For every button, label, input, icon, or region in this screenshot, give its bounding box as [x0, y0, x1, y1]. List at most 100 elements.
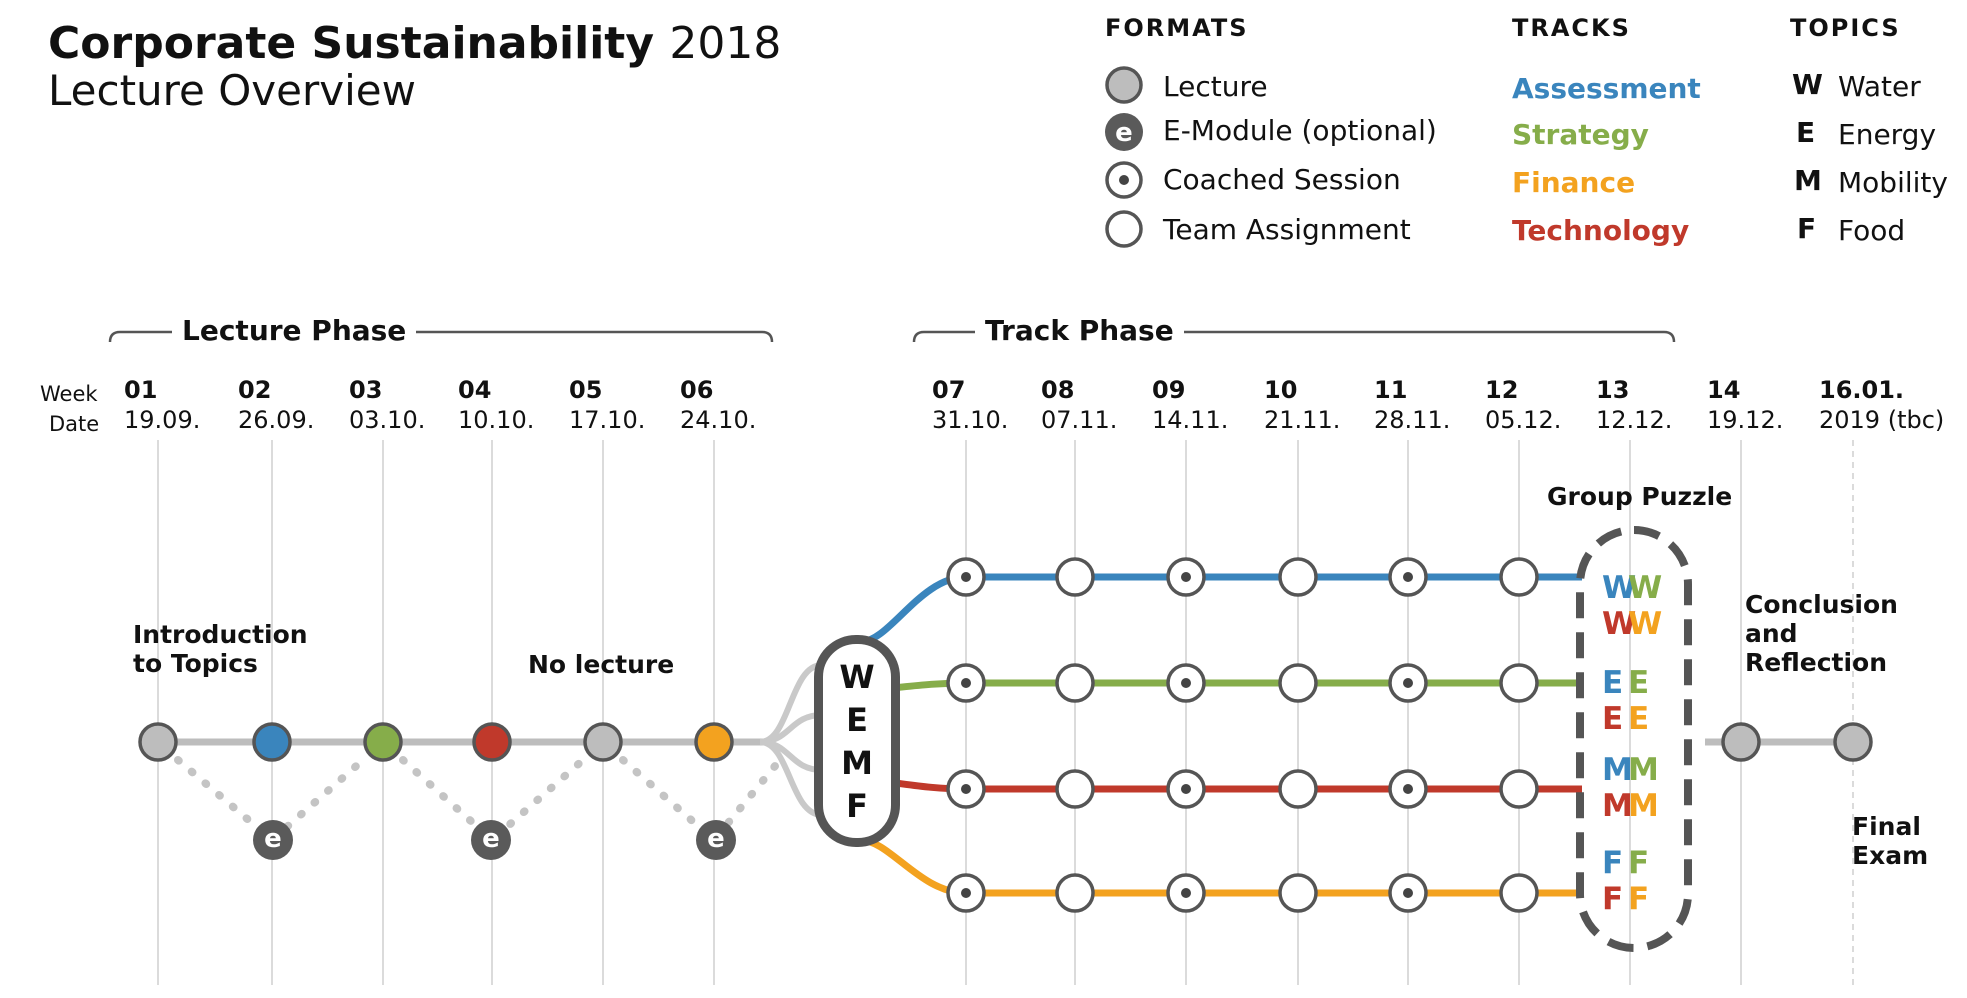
page-title: Corporate Sustainability 2018 — [48, 18, 781, 69]
topics-heading: TOPICS — [1790, 14, 1901, 42]
team-assignment-node — [1278, 663, 1318, 703]
title-main: Corporate Sustainability — [48, 18, 655, 69]
lecture-node — [694, 722, 734, 762]
group-puzzle-letter: M — [1628, 788, 1659, 824]
team-assignment-node — [1278, 873, 1318, 913]
e-module-icon-glyph: e — [1115, 118, 1133, 148]
week-number: 02 — [238, 376, 272, 404]
team-assignment-node — [1499, 557, 1539, 597]
track-technology-label: Technology — [1512, 214, 1690, 247]
coached-session-dot — [1181, 888, 1191, 898]
week-number: 10 — [1264, 376, 1298, 404]
topic-energy-label: Energy — [1838, 118, 1937, 151]
coached-session-dot — [961, 784, 971, 794]
topic-food-letter: F — [1797, 212, 1817, 245]
lecture-node — [252, 722, 292, 762]
lecture-phase-bracket — [108, 330, 774, 343]
coached-session-dot — [961, 678, 971, 688]
week-date: 07.11. — [1041, 406, 1118, 434]
week-number: 08 — [1041, 376, 1075, 404]
week-date: 26.09. — [238, 406, 315, 434]
wemf-letter-f: F — [846, 787, 868, 825]
dotted-connector — [619, 756, 784, 846]
week-date: 14.11. — [1152, 406, 1229, 434]
session-nodes — [138, 557, 1873, 913]
team-assignment-node — [1055, 663, 1095, 703]
lecture-phase-label: Lecture Phase — [172, 314, 417, 347]
page-subtitle: Lecture Overview — [48, 66, 416, 115]
coached-session-dot — [1403, 572, 1413, 582]
e-module-icon — [1105, 113, 1143, 151]
week-date: 31.10. — [932, 406, 1009, 434]
track-lines — [859, 573, 1582, 897]
format-coached-label: Coached Session — [1163, 163, 1401, 196]
group-puzzle-letter: W — [1628, 570, 1663, 606]
track-fan-connectors — [759, 662, 823, 818]
topic-water-label: Water — [1838, 70, 1921, 103]
fan-connector — [759, 739, 823, 818]
week-number: 03 — [349, 376, 383, 404]
topic-food-label: Food — [1838, 214, 1906, 247]
group-puzzle-letter: W — [1602, 570, 1637, 606]
lecture-node — [138, 722, 178, 762]
week-number: 12 — [1485, 376, 1519, 404]
conclusion-annotation: Conclusion and Reflection — [1745, 590, 1898, 677]
coached-session-dot — [1181, 678, 1191, 688]
team-assignment-node — [1055, 769, 1095, 809]
group-puzzle-outline — [1576, 526, 1692, 952]
lecture-node — [472, 722, 512, 762]
lecture-node — [1833, 722, 1873, 762]
coached-session-icon-dot — [1119, 175, 1129, 185]
wemf-topics-pill: W E M F — [814, 635, 900, 847]
track-assessment-label: Assessment — [1512, 72, 1701, 105]
e-module-icon: e — [253, 820, 293, 860]
coached-session-dot — [1181, 784, 1191, 794]
coached-session-dot — [1403, 888, 1413, 898]
group-puzzle-letter: F — [1602, 845, 1624, 881]
group-puzzle-letter: F — [1628, 881, 1650, 917]
dotted-connector — [399, 756, 587, 846]
week-number: 14 — [1707, 376, 1741, 404]
final-line2: Exam — [1852, 841, 1929, 870]
final-exam-annotation: Final Exam — [1852, 812, 1928, 870]
week-number: 04 — [458, 376, 492, 404]
group-puzzle-letter: M — [1602, 788, 1633, 824]
group-puzzle-letter: E — [1628, 701, 1650, 737]
team-assignment-node — [1499, 873, 1539, 913]
group-puzzle-letter: E — [1602, 665, 1624, 701]
group-puzzle-title: Group Puzzle — [1547, 482, 1733, 511]
team-assignment-node — [1278, 557, 1318, 597]
week-date: 24.10. — [680, 406, 757, 434]
conclusion-line1: Conclusion — [1745, 590, 1898, 619]
conclusion-line3: Reflection — [1745, 648, 1888, 677]
intro-line1: Introduction — [133, 620, 308, 649]
week-number: 16.01. — [1819, 376, 1905, 404]
lecture-node — [583, 722, 623, 762]
group-puzzle-letter: F — [1602, 881, 1624, 917]
group-puzzle-letter: F — [1628, 845, 1650, 881]
wemf-letter-w: W — [839, 658, 875, 696]
week-date: 2019 (tbc) — [1819, 406, 1945, 434]
week-date: 12.12. — [1596, 406, 1673, 434]
lecture-circle-icon — [1105, 66, 1143, 104]
team-assignment-node — [1055, 873, 1095, 913]
week-date: 05.12. — [1485, 406, 1562, 434]
week-date: 19.12. — [1707, 406, 1784, 434]
e-module-icon: e — [471, 820, 511, 860]
group-puzzle-letter: M — [1628, 752, 1659, 788]
week-number: 13 — [1596, 376, 1630, 404]
tracks-heading: TRACKS — [1512, 14, 1631, 42]
week-number: 01 — [124, 376, 158, 404]
group-puzzle-letter: E — [1628, 665, 1650, 701]
track-strategy-label: Strategy — [1512, 118, 1649, 151]
group-puzzle-letter: W — [1602, 606, 1637, 642]
formats-heading: FORMATS — [1105, 14, 1249, 42]
topic-water-letter: W — [1792, 68, 1823, 101]
coached-session-dot — [1403, 784, 1413, 794]
topic-energy-letter: E — [1796, 116, 1816, 149]
week-row-label: Week — [40, 382, 98, 406]
lecture-node — [363, 722, 403, 762]
week-date: 03.10. — [349, 406, 426, 434]
week-number: 07 — [932, 376, 966, 404]
track-phase-bracket — [912, 330, 1676, 343]
